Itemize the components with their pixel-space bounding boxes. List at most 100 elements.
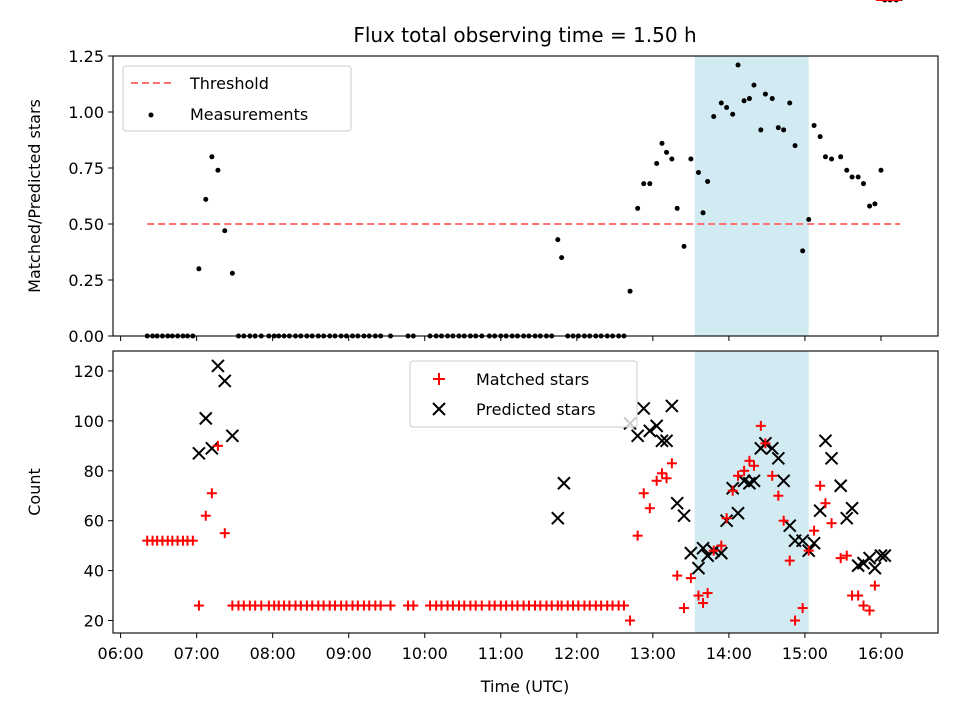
matched-point xyxy=(212,440,223,451)
predicted-point xyxy=(696,541,710,555)
matched-point xyxy=(784,555,795,566)
measurement-point xyxy=(196,266,202,272)
measurement-point xyxy=(781,127,787,133)
matched-point xyxy=(385,600,396,611)
measurement-point xyxy=(822,154,828,160)
matched-point xyxy=(733,470,744,481)
measurement-point xyxy=(735,62,741,68)
measurement-point xyxy=(806,217,812,223)
measurement-point xyxy=(674,205,680,211)
predicted-point xyxy=(211,359,225,373)
y-tick-label: 0.75 xyxy=(68,159,104,178)
measurement-point xyxy=(664,149,670,155)
predicted-point xyxy=(551,511,565,525)
counts-panel: 20 40 60 80 100 120 06:00 07:00 08:00 09:00 10:00… xyxy=(25,0,939,696)
predicted-point xyxy=(643,424,657,438)
measurement-point xyxy=(659,140,665,146)
matched-point xyxy=(632,530,643,541)
shaded-interval xyxy=(694,351,809,633)
predicted-point xyxy=(833,479,848,493)
x-tick-label: 15:00 xyxy=(782,644,828,663)
measurement-point xyxy=(811,122,817,128)
matched-point xyxy=(716,540,727,551)
legend-threshold-label: Threshold xyxy=(189,74,269,93)
matched-point xyxy=(767,470,778,481)
measurement-point xyxy=(203,196,209,202)
y-tick-label: 80 xyxy=(84,462,104,481)
measurement-point xyxy=(711,113,717,119)
measurement-point xyxy=(627,288,633,294)
matched-point xyxy=(820,498,831,509)
ratio-legend: Threshold Measurements xyxy=(122,65,352,132)
matched-point xyxy=(815,480,826,491)
counts-y-ticks: 20 40 60 80 100 120 xyxy=(73,362,113,631)
predicted-point xyxy=(878,548,892,563)
legend-measurements-swatch xyxy=(148,112,154,118)
matched-point xyxy=(797,603,808,614)
measurement-point xyxy=(718,100,724,106)
matched-points xyxy=(142,0,902,626)
counts-plot-frame xyxy=(112,350,939,634)
measurement-point xyxy=(654,161,660,167)
predicted-point xyxy=(637,401,651,416)
ratio-y-ticks: 0.00 0.25 0.50 0.75 1.00 1.25 xyxy=(68,47,113,346)
predicted-point xyxy=(747,474,761,488)
matched-point xyxy=(826,518,837,529)
predicted-point xyxy=(840,511,854,525)
matched-point xyxy=(661,473,672,484)
matched-point xyxy=(644,503,655,514)
counts-y-axis-label: Count xyxy=(25,468,44,516)
x-axis-label: Time (UTC) xyxy=(480,677,569,696)
measurement-point xyxy=(209,154,215,160)
predicted-point xyxy=(845,501,859,515)
measurement-point xyxy=(775,125,781,131)
y-tick-label: 1.00 xyxy=(68,103,104,122)
matched-point xyxy=(869,580,880,591)
legend-measurements-label: Measurements xyxy=(190,105,308,124)
legend-predicted-label: Predicted stars xyxy=(476,400,596,419)
matched-point xyxy=(744,455,755,466)
counts-legend: Matched stars Predicted stars xyxy=(409,360,638,428)
predicted-point xyxy=(218,374,232,388)
predicted-point xyxy=(795,533,810,548)
matched-point xyxy=(841,550,852,561)
matched-point xyxy=(651,475,662,486)
predicted-point xyxy=(824,451,839,466)
predicted-point xyxy=(771,451,786,466)
matched-point xyxy=(702,588,713,599)
chart-title: Flux total observing time = 1.50 h xyxy=(353,23,696,47)
predicted-point xyxy=(225,429,240,443)
measurement-point xyxy=(829,156,835,162)
predicted-point xyxy=(684,546,698,560)
matched-point xyxy=(790,615,801,626)
matched-point xyxy=(679,603,690,614)
measurement-point xyxy=(746,96,752,102)
matched-point xyxy=(809,525,820,536)
ratio-x-ticks xyxy=(120,336,882,341)
x-tick-label: 06:00 xyxy=(98,644,144,663)
matched-point xyxy=(858,600,869,611)
x-tick-label: 08:00 xyxy=(250,644,296,663)
measurement-point xyxy=(229,270,235,276)
predicted-point xyxy=(665,399,679,413)
ratio-panel: 0.00 0.25 0.50 0.75 1.00 1.25 Matched/Predict… xyxy=(25,0,939,346)
y-tick-label: 20 xyxy=(84,612,104,631)
x-tick-label: 11:00 xyxy=(478,644,524,663)
x-tick-label: 16:00 xyxy=(858,644,904,663)
matched-point xyxy=(803,545,814,556)
matched-point xyxy=(693,590,704,601)
predicted-point xyxy=(199,411,213,426)
y-tick-label: 120 xyxy=(73,362,104,381)
measurement-point xyxy=(222,228,228,234)
ratio-plot-frame xyxy=(112,55,939,337)
measurement-point xyxy=(855,174,861,180)
measurement-point xyxy=(724,105,730,111)
measurement-point xyxy=(555,237,561,243)
matched-point xyxy=(708,545,719,556)
ratio-y-axis-label: Matched/Predicted stars xyxy=(25,99,44,293)
predicted-point xyxy=(649,419,664,433)
legend-matched-label: Matched stars xyxy=(476,370,589,389)
measurement-point xyxy=(647,181,653,187)
measurement-point xyxy=(838,154,844,160)
y-tick-label: 0.25 xyxy=(68,271,104,290)
